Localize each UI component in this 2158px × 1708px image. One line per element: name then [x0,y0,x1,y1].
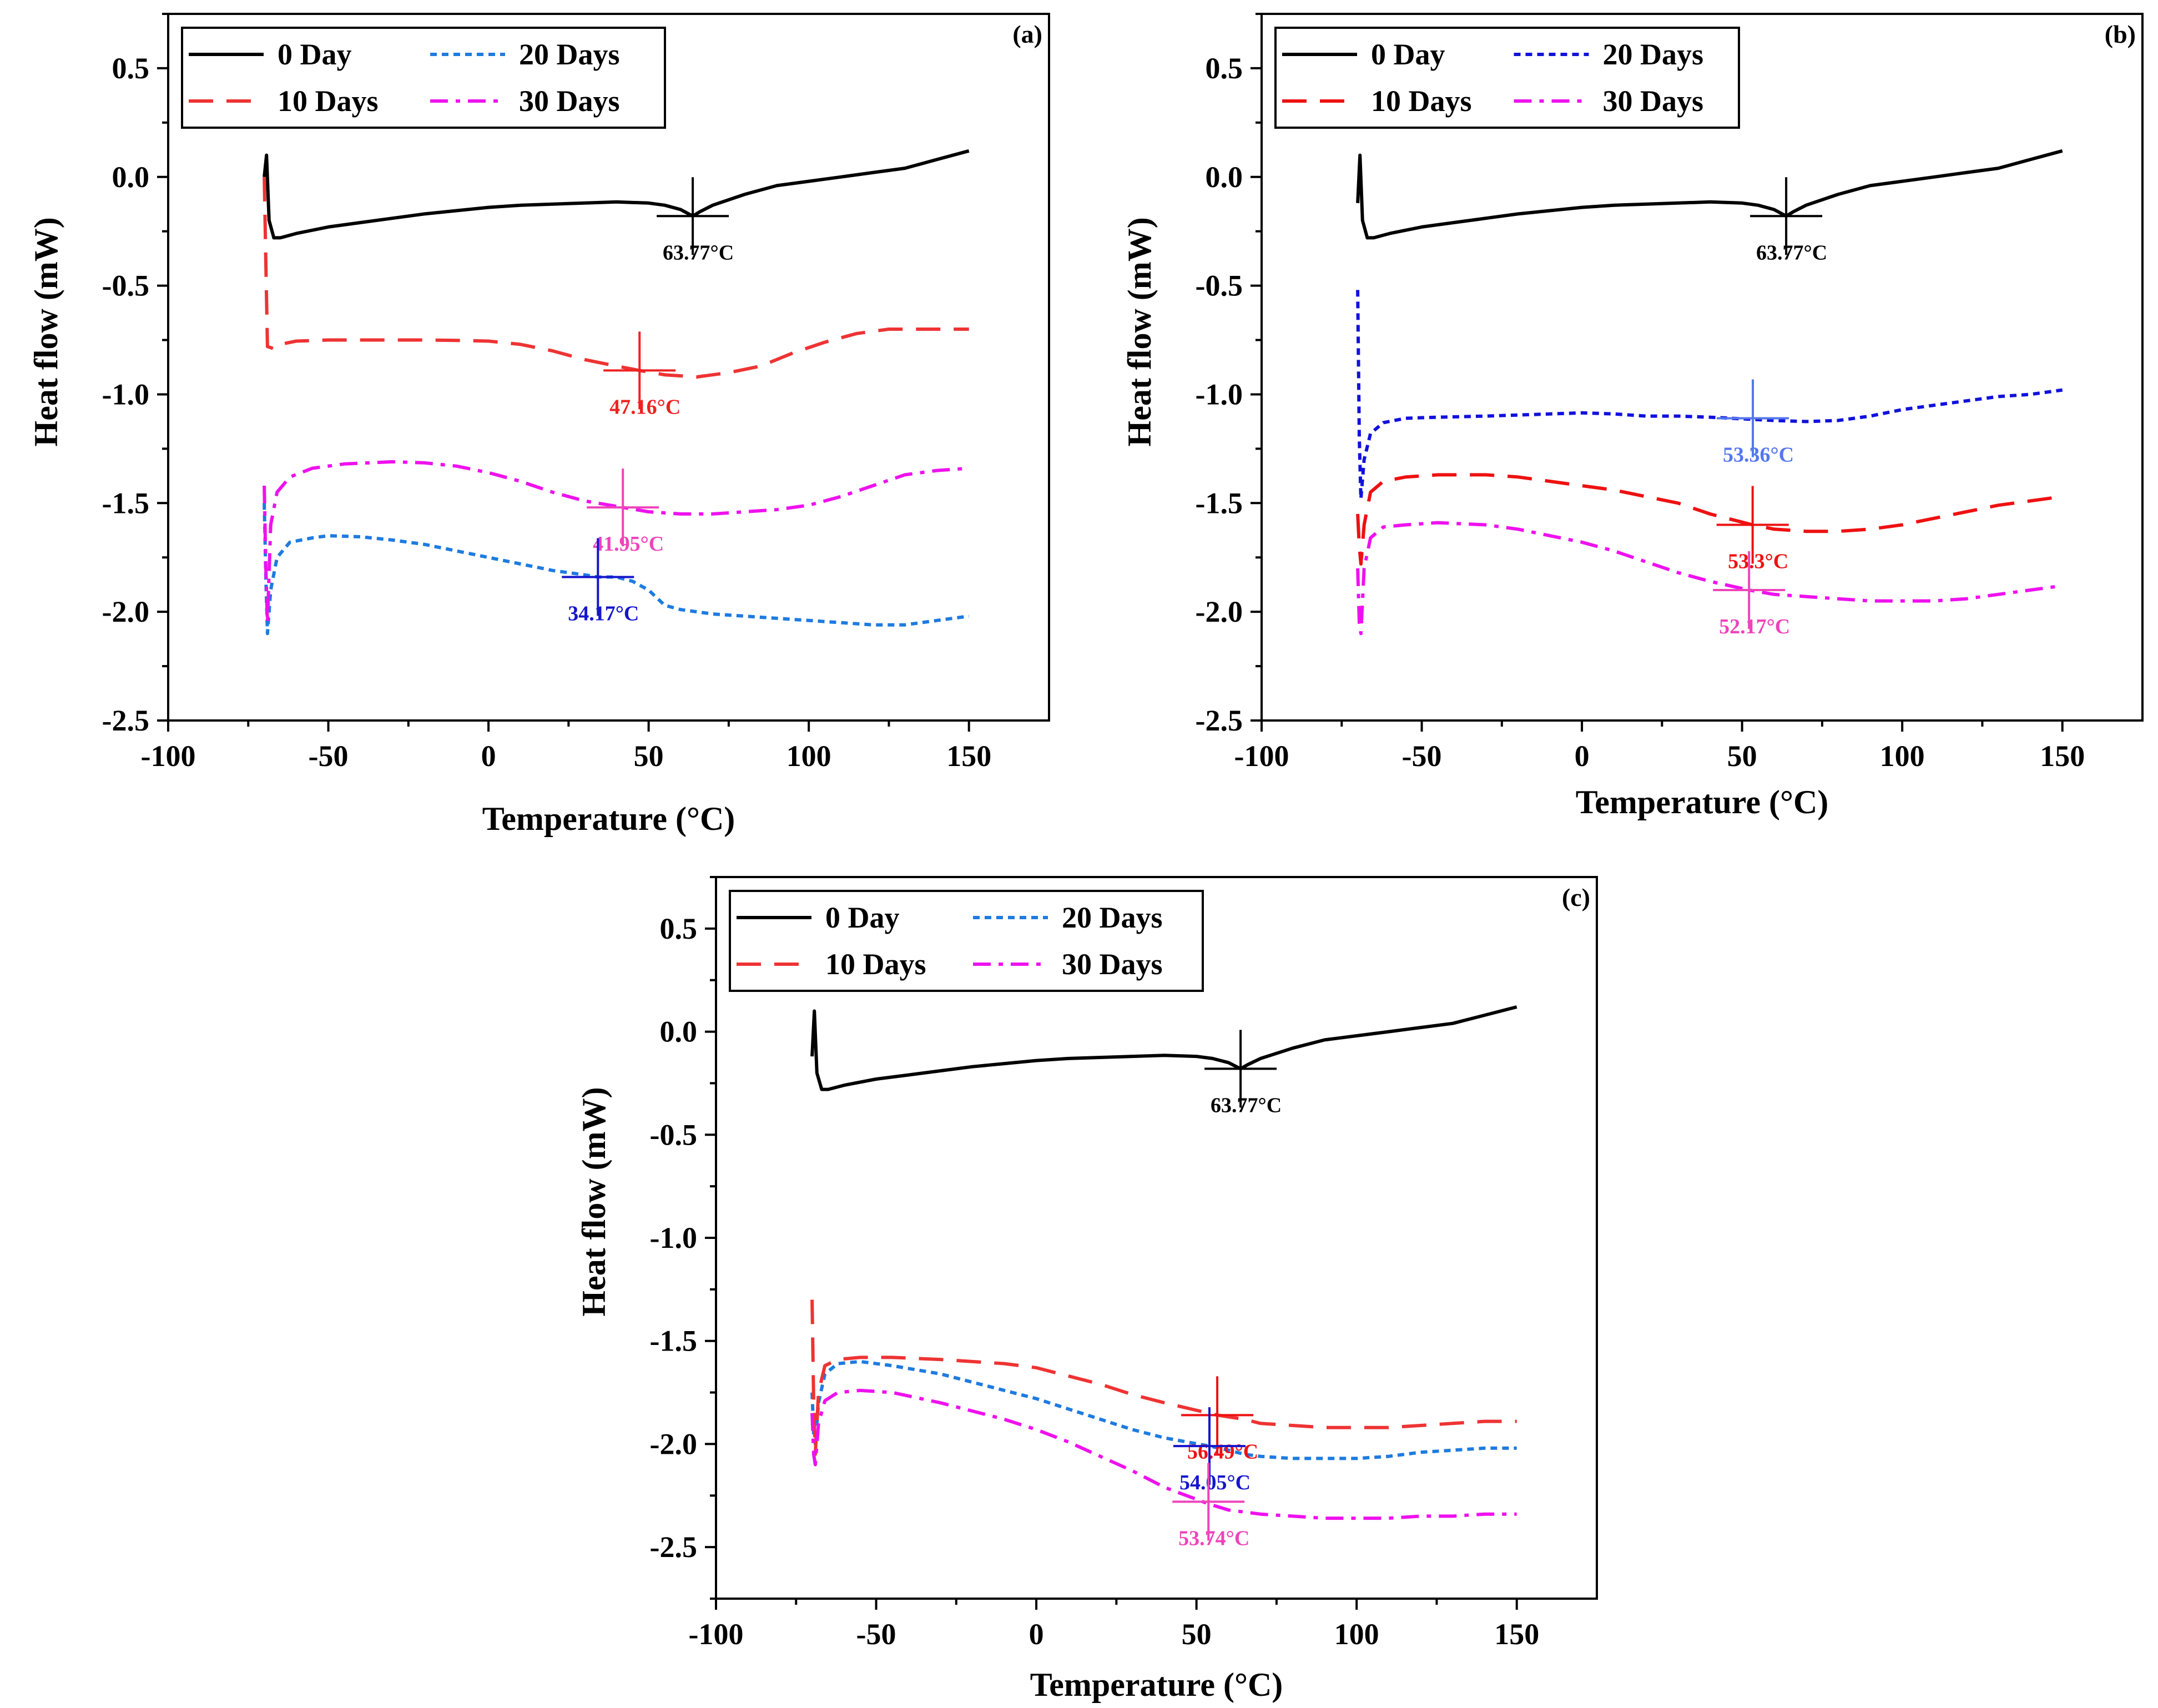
panel-label: (a) [1012,20,1042,48]
series-line-30-days [1356,521,2063,636]
y-tick-label: 0.5 [1206,52,1243,85]
onset-label: 56.49°C [1187,1440,1258,1463]
onset-label: 53.36°C [1723,444,1794,467]
y-tick-label: -1.5 [102,486,149,520]
x-tick-label: -50 [1402,739,1442,773]
y-tick-label: -1.5 [650,1324,697,1358]
x-axis-title: Temperature (°C) [1030,1666,1283,1703]
panel-label: (c) [1562,883,1590,911]
series-line-30-days [263,460,969,624]
legend: 0 Day 10 Days 20 Days 30 Days [181,27,666,129]
x-tick-label: 150 [946,739,991,773]
y-tick-label: -2.5 [1196,704,1243,737]
y-tick-label: -2.5 [650,1530,697,1564]
onset-label: 63.77°C [663,241,734,264]
x-axis-title: Temperature (°C) [482,800,735,837]
series-line-10-days [263,177,969,379]
x-tick-label: 100 [786,739,831,773]
y-tick-label: -1.0 [650,1221,697,1254]
legend-box [1274,27,1740,129]
legend: 0 Day 20 Days 10 Days 30 Days [729,890,1204,992]
plot-frame [167,13,1050,722]
series-line-10-days [1356,473,2063,566]
y-tick-label: -2.0 [102,595,149,628]
x-tick-label: 0 [1029,1618,1044,1651]
series-line-30-days [810,1388,1517,1520]
legend-box [729,890,1204,992]
onset-label: 52.17°C [1719,615,1790,638]
y-tick-label: -1.5 [1196,486,1243,520]
onset-label: 47.16°C [609,395,680,419]
y-tick-label: -0.5 [102,269,149,303]
y-tick-label: 0.0 [660,1015,698,1049]
y-tick-label: 0.0 [1206,160,1243,194]
x-tick-label: 100 [1880,739,1925,773]
plot-frame [1260,13,2144,722]
legend-label: 10 Days [825,948,926,981]
x-tick-label: 0 [1575,739,1590,773]
onset-label: 54.05°C [1179,1471,1251,1494]
series-line-20-days [263,503,970,636]
legend-label: 30 Days [1062,948,1163,981]
y-tick-label: -0.5 [1196,269,1243,303]
legend: 0 Day 20 Days 10 Days 30 Days [1274,27,1740,129]
onset-label: 34.17°C [568,602,639,625]
y-axis-title: Heat flow (mW) [576,1087,612,1316]
series-line-0-day [1356,149,2063,240]
y-tick-label: -2.0 [1196,595,1243,628]
y-tick-label: 0.5 [660,912,698,945]
series-line-10-days [810,1299,1517,1456]
legend-label: 10 Days [1371,84,1472,118]
x-tick-label: 50 [1182,1618,1212,1651]
legend-label: 30 Days [519,84,620,118]
y-axis-title: Heat flow (mW) [1121,217,1158,446]
x-tick-label: -50 [856,1618,896,1651]
y-axis-title: Heat flow (mW) [28,217,64,446]
panel-label: (b) [2105,20,2136,48]
series-line-20-days [1356,290,2063,501]
x-tick-label: -100 [689,1618,744,1651]
x-tick-label: 100 [1334,1618,1379,1651]
legend-label: 20 Days [1603,38,1704,71]
y-tick-label: -2.5 [102,704,149,737]
y-tick-label: -2.0 [650,1427,697,1460]
x-tick-label: 0 [481,739,496,773]
legend-label: 20 Days [1062,901,1163,934]
series-line-20-days [810,1359,1517,1460]
legend-box [181,27,666,129]
series-line-0-day [810,1005,1517,1091]
x-tick-label: -100 [1234,739,1289,773]
chart-panel-b: -100 -50 0 50 100 150 0.5 0.0 -0.5 -1.0 -1.5 -2.0 -2… [1121,13,2144,820]
onset-label: 41.95°C [593,532,664,556]
y-tick-label: -1.0 [1196,377,1243,411]
legend-label: 0 Day [278,38,352,71]
chart-panel-c: -100 -50 0 50 100 150 0.5 0.0 -0.5 -1.0 -1.5 -2.0 -2… [576,876,1598,1703]
y-tick-label: -0.5 [650,1118,697,1151]
onset-label: 53.3°C [1728,550,1788,573]
legend-label: 0 Day [1371,38,1445,71]
x-axis-title: Temperature (°C) [1576,784,1829,820]
x-tick-label: 150 [1494,1618,1539,1651]
onset-label: 53.74°C [1178,1526,1249,1550]
x-tick-label: 50 [634,739,664,773]
x-tick-label: -100 [141,739,196,773]
legend-label: 10 Days [278,84,379,118]
onset-label: 63.77°C [1211,1094,1282,1117]
legend-label: 30 Days [1603,84,1704,118]
legend-label: 20 Days [519,38,620,71]
x-tick-label: 150 [2040,739,2085,773]
series-line-0-day [263,149,970,240]
x-tick-label: 50 [1727,739,1757,773]
y-tick-label: 0.5 [112,52,150,85]
y-tick-label: -1.0 [102,377,149,411]
chart-panel-a: -100 -50 0 50 100 150 0.5 0.0 -0.5 -1.0 -1.5 -2.0 -2… [28,13,1050,837]
x-tick-label: -50 [309,739,349,773]
y-tick-label: 0.0 [112,160,150,194]
onset-label: 63.77°C [1756,241,1827,264]
legend-label: 0 Day [825,901,900,934]
